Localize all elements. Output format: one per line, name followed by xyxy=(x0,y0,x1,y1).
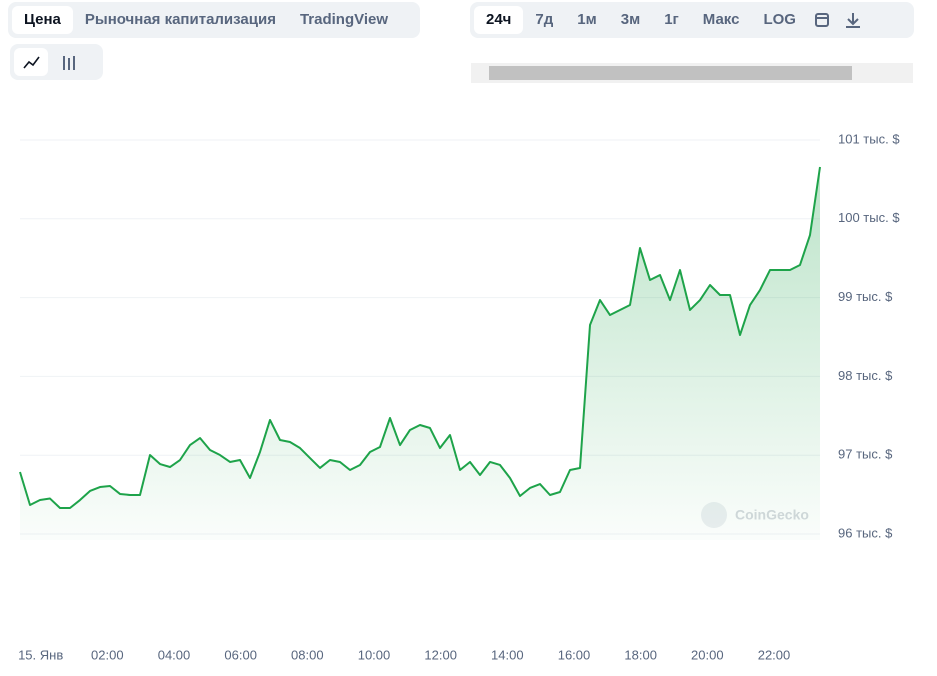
scroll-thumb[interactable] xyxy=(489,66,852,80)
tab[interactable]: Рыночная капитализация xyxy=(84,11,276,28)
x-tick-label: 14:00 xyxy=(491,647,524,662)
y-tick-label: 100 тыс. $ xyxy=(838,210,900,225)
range-button[interactable]: 1г xyxy=(664,11,679,28)
calendar-icon[interactable] xyxy=(808,6,836,34)
y-tick-label: 99 тыс. $ xyxy=(838,289,893,304)
candle-type-button[interactable] xyxy=(48,48,90,76)
scrollbar[interactable] xyxy=(471,63,913,83)
watermark-logo xyxy=(701,502,727,528)
range-button[interactable]: 1м xyxy=(577,11,597,28)
download-icon[interactable] xyxy=(836,6,870,34)
range-button[interactable]: 24ч xyxy=(474,6,524,34)
x-tick-label: 06:00 xyxy=(224,647,257,662)
area xyxy=(20,167,820,541)
range-group: 24ч 7д 1м 3м 1г Макс LOG xyxy=(470,2,914,38)
line-type-button[interactable] xyxy=(14,48,48,76)
range-button[interactable]: LOG xyxy=(763,11,796,28)
x-tick-label: 18:00 xyxy=(624,647,657,662)
tab[interactable]: Цена xyxy=(12,6,73,34)
range-button[interactable]: Макс xyxy=(702,11,740,28)
x-tick-label: 04:00 xyxy=(158,647,191,662)
watermark: CoinGecko xyxy=(735,507,809,523)
range-button[interactable]: 3м xyxy=(620,11,641,28)
y-tick-label: 101 тыс. $ xyxy=(838,131,900,146)
x-tick-label: 10:00 xyxy=(358,647,391,662)
tab[interactable]: TradingView xyxy=(299,11,389,28)
y-tick-label: 96 тыс. $ xyxy=(838,525,893,540)
x-tick-label: 20:00 xyxy=(691,647,724,662)
x-tick-label: 16:00 xyxy=(558,647,591,662)
y-tick-label: 98 тыс. $ xyxy=(838,368,893,383)
x-tick-label: 22:00 xyxy=(758,647,791,662)
chart-type-group xyxy=(10,44,103,80)
tab-group: Цена Рыночная капитализация TradingView xyxy=(8,2,420,38)
x-tick-label: 15. Янв xyxy=(18,647,63,662)
y-tick-label: 97 тыс. $ xyxy=(838,447,893,462)
x-tick-label: 08:00 xyxy=(291,647,324,662)
x-tick-label: 12:00 xyxy=(424,647,457,662)
range-button[interactable]: 7д xyxy=(535,11,554,28)
price-line xyxy=(19,166,821,509)
x-tick-label: 02:00 xyxy=(91,647,124,662)
